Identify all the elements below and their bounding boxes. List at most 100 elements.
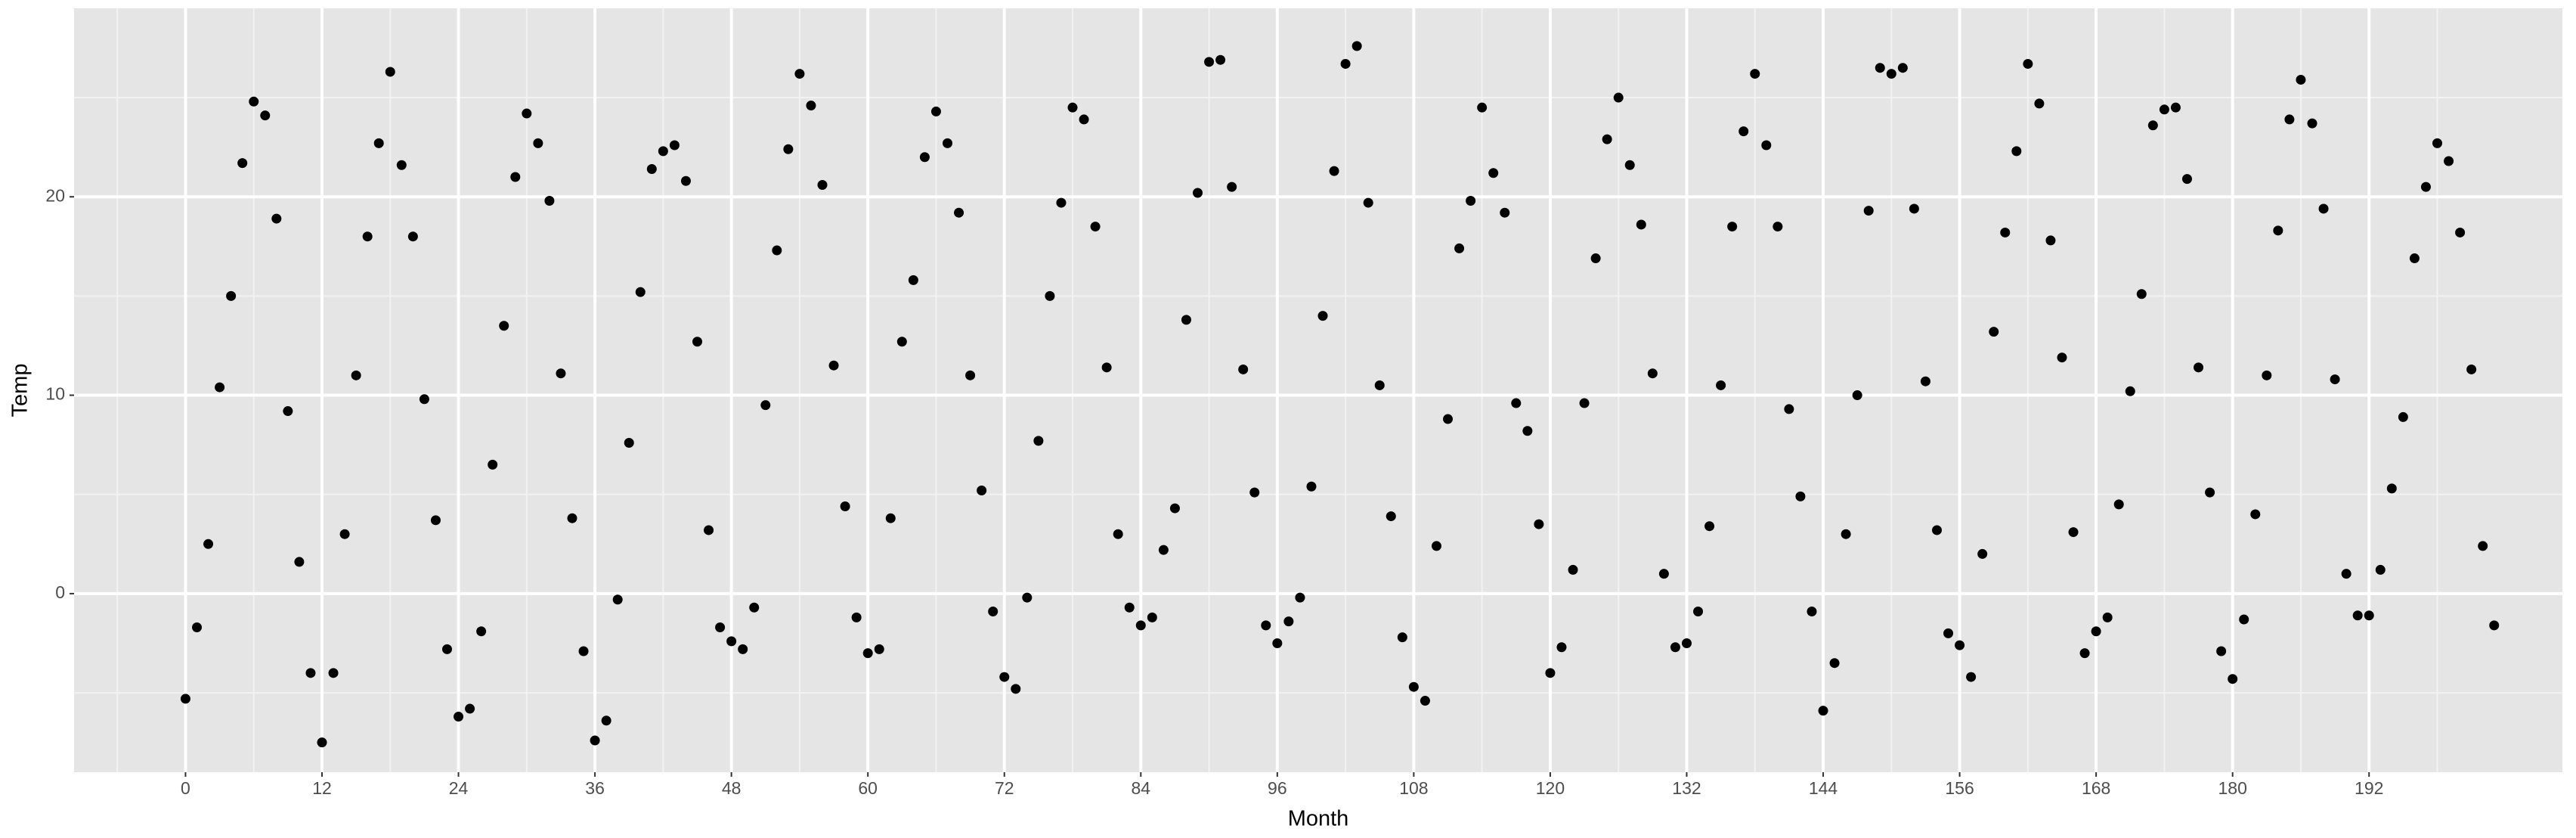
x-tick-label: 120 — [1536, 778, 1565, 798]
x-tick-label: 0 — [181, 778, 190, 798]
point — [612, 594, 623, 605]
point — [704, 525, 714, 535]
point — [1966, 672, 1977, 682]
point — [635, 287, 646, 297]
point — [1920, 376, 1930, 386]
point — [1886, 69, 1896, 79]
point — [2125, 386, 2135, 396]
point — [2386, 483, 2397, 494]
point — [1955, 640, 1965, 650]
point — [1306, 481, 1317, 492]
point — [1716, 380, 1726, 390]
point — [2159, 104, 2169, 115]
point — [1215, 54, 1226, 65]
point — [328, 668, 339, 678]
point — [441, 644, 452, 654]
point — [1658, 569, 1669, 579]
point — [1261, 620, 1271, 631]
point — [977, 485, 987, 495]
point — [1249, 487, 1260, 498]
point — [351, 370, 361, 380]
y-axis-label: Temp — [8, 364, 33, 417]
point — [1909, 203, 1919, 214]
panel — [74, 8, 2562, 772]
point — [1556, 642, 1567, 653]
point — [2307, 118, 2317, 129]
point — [1466, 195, 1476, 206]
point — [522, 108, 532, 119]
point — [2000, 227, 2011, 237]
point — [1727, 222, 1738, 232]
point — [2330, 374, 2340, 385]
point — [2250, 509, 2261, 520]
point — [1522, 426, 1533, 436]
point — [1090, 222, 1101, 232]
point — [749, 602, 760, 613]
point — [1431, 541, 1441, 551]
point — [2011, 146, 2022, 157]
point — [954, 207, 964, 218]
x-tick-label: 108 — [1399, 778, 1428, 798]
point — [646, 163, 657, 174]
point — [1841, 529, 1851, 539]
point — [1693, 607, 1704, 617]
point — [1602, 134, 1612, 144]
point — [738, 644, 748, 654]
point — [840, 501, 850, 511]
point — [1386, 511, 1396, 522]
point — [339, 529, 350, 539]
point — [919, 152, 930, 163]
x-tick-label: 48 — [722, 778, 742, 798]
point — [1420, 696, 1430, 706]
point — [1931, 525, 1942, 535]
point — [1534, 519, 1544, 529]
point — [760, 400, 771, 411]
point — [1863, 206, 1874, 216]
point — [2045, 235, 2056, 246]
point — [1500, 207, 1510, 218]
point — [2057, 352, 2067, 363]
point — [965, 370, 976, 380]
point — [806, 101, 816, 111]
point — [1773, 222, 1783, 232]
point — [2489, 620, 2500, 631]
point — [556, 368, 566, 379]
x-tick-label: 192 — [2355, 778, 2383, 798]
point — [988, 607, 999, 617]
point — [2194, 362, 2204, 373]
point — [407, 231, 418, 242]
point — [283, 406, 293, 417]
x-tick-label: 24 — [449, 778, 469, 798]
point — [772, 245, 782, 256]
point — [2318, 203, 2329, 214]
point — [2216, 646, 2227, 656]
point — [1704, 521, 1715, 532]
point — [2239, 614, 2249, 625]
point — [1033, 436, 1044, 446]
point — [1636, 219, 1646, 230]
point — [794, 69, 805, 79]
point — [1113, 529, 1123, 539]
point — [2398, 411, 2408, 422]
x-tick-label: 96 — [1268, 778, 1287, 798]
point — [692, 337, 703, 347]
point — [2113, 499, 2124, 510]
point — [2409, 253, 2420, 264]
point — [1613, 92, 1624, 103]
point — [1443, 414, 1454, 424]
point — [1374, 380, 1385, 390]
point — [1317, 311, 1328, 321]
point — [476, 626, 487, 637]
y-tick-label: 10 — [45, 384, 65, 404]
point — [373, 138, 384, 148]
point — [624, 438, 634, 448]
x-tick-label: 156 — [1945, 778, 1974, 798]
point — [1101, 362, 1112, 373]
point — [1397, 632, 1407, 643]
point — [2466, 364, 2477, 374]
point — [1079, 114, 1089, 125]
point — [2352, 610, 2363, 621]
point — [1795, 491, 1806, 501]
